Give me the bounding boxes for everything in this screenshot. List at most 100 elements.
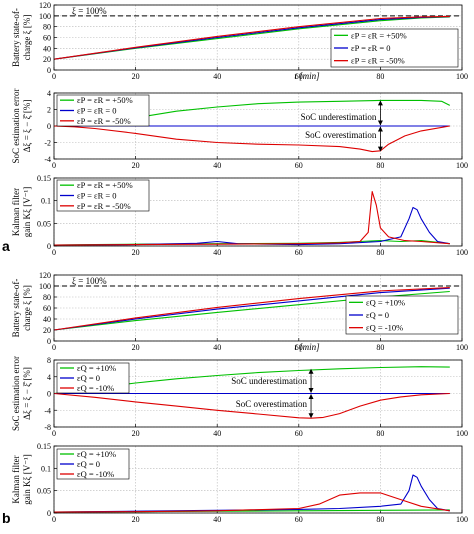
plot-frame	[53, 177, 463, 247]
x-tick-label: 40	[213, 248, 221, 257]
x-tick-label: 0	[52, 248, 56, 257]
y-tick-label: 100	[39, 12, 51, 21]
x-tick-label: 100	[456, 429, 468, 438]
y-tick-label: 60	[43, 34, 51, 43]
reference-line-label: ξ = 100%	[72, 6, 107, 16]
y-tick-label: 40	[43, 315, 51, 324]
x-tick-label: 60	[295, 429, 303, 438]
x-tick-label: 0	[52, 429, 56, 438]
legend-label: εP = εR = 0	[77, 191, 117, 201]
arrow-head	[377, 100, 383, 106]
y-axis-label: gain Kξ [V⁻¹]	[22, 187, 32, 237]
series-line-2	[53, 191, 450, 246]
y-axis-label: gain Kξ [V⁻¹]	[22, 454, 32, 504]
y-tick-label: 0.15	[37, 174, 51, 183]
y-axis-label: Battery state-of-	[11, 279, 21, 338]
x-tick-label: 20	[132, 72, 140, 81]
x-tick-label: 80	[376, 343, 384, 352]
y-tick-label: -4	[44, 406, 51, 415]
x-tick-label: 20	[132, 429, 140, 438]
y-tick-label: 2	[47, 106, 51, 115]
arrow-head	[308, 413, 314, 419]
series-line-1	[53, 206, 450, 246]
y-tick-label: -4	[44, 155, 51, 164]
y-axis-label: charge ξ [%]	[22, 15, 32, 61]
x-tick-label: 60	[295, 161, 303, 170]
series-line-2	[53, 392, 450, 419]
x-tick-label: 80	[376, 72, 384, 81]
legend-label: εP = εR = 0	[351, 43, 391, 53]
y-tick-label: -8	[44, 423, 51, 432]
chart-b2: 0 20 40 60 80 100 -8 -4 0 4 8 SoC estimation error Δ…	[11, 356, 468, 438]
x-tick-label: 40	[213, 161, 221, 170]
y-tick-label: 0.1	[41, 197, 51, 206]
x-tick-label: 20	[132, 248, 140, 257]
y-tick-label: 0.05	[37, 219, 51, 228]
x-tick-label: 80	[376, 248, 384, 257]
y-tick-label: 20	[43, 55, 51, 64]
y-tick-label: 0.15	[37, 442, 51, 451]
x-tick-label: 60	[295, 72, 303, 81]
x-tick-label: 20	[132, 343, 140, 352]
y-tick-label: 120	[39, 271, 51, 280]
arrow-head	[308, 394, 314, 399]
legend-label: εQ = +10%	[77, 363, 116, 373]
legend-label: εP = εR = 0	[77, 106, 117, 116]
legend-label: εQ = +10%	[366, 297, 405, 307]
series-line-2	[53, 125, 450, 153]
chart-a3: 0 20 40 60 80 100 0 0.05 0.1 0.15 Kalman filter gai…	[11, 174, 468, 257]
x-tick-label: 0	[52, 161, 56, 170]
x-axis-label: t [min]	[294, 342, 320, 352]
y-tick-label: 4	[47, 373, 51, 382]
legend-label: εQ = +10%	[77, 449, 116, 459]
legend-box	[345, 295, 459, 335]
plot-frame	[53, 4, 463, 71]
y-tick-label: 80	[43, 23, 51, 32]
arrow-head	[377, 120, 383, 126]
y-tick-label: 8	[47, 356, 51, 365]
legend-label: εP = εR = +50%	[77, 180, 133, 190]
x-tick-label: 0	[52, 515, 56, 524]
y-tick-label: 0.05	[37, 487, 51, 496]
y-tick-label: 100	[39, 282, 51, 291]
legend-box	[330, 28, 459, 68]
plot-frame	[53, 92, 463, 160]
plot-frame	[53, 274, 463, 342]
x-tick-label: 60	[295, 515, 303, 524]
x-tick-label: 100	[456, 515, 468, 524]
legend-label: εQ = 0	[366, 310, 389, 320]
y-tick-label: 0	[47, 337, 51, 346]
legend-label: εQ = -10%	[366, 323, 403, 333]
y-tick-label: 0	[47, 390, 51, 399]
annotation-text: SoC underestimation	[231, 376, 307, 386]
arrow-head	[308, 368, 314, 374]
legend-label: εP = εR = -50%	[351, 56, 405, 66]
x-tick-label: 0	[52, 343, 56, 352]
arrow-head	[377, 126, 383, 132]
chart-a2: 0 20 40 60 80 100 -4 -2 0 2 4 SoC estimation error Δ…	[11, 89, 468, 171]
y-axis-label: charge ξ [%]	[22, 285, 32, 331]
series-line-2	[53, 15, 450, 60]
y-axis-label: Kalman filter	[11, 455, 21, 503]
x-tick-label: 100	[456, 343, 468, 352]
panel-label-a: a	[2, 238, 10, 254]
annotation-text: SoC overestimation	[305, 130, 377, 140]
y-tick-label: 20	[43, 326, 51, 335]
y-tick-label: 0	[47, 242, 51, 251]
legend-label: εP = εR = +50%	[351, 30, 407, 40]
legend-label: εP = εR = +50%	[77, 95, 133, 105]
y-axis-label: Battery state-of-	[11, 8, 21, 67]
y-tick-label: 80	[43, 293, 51, 302]
x-tick-label: 40	[213, 429, 221, 438]
y-tick-label: 40	[43, 44, 51, 53]
x-tick-label: 80	[376, 161, 384, 170]
y-axis-label: Δξ = ξ − ξ̂ [%]	[22, 367, 32, 420]
plot-frame	[53, 445, 463, 514]
y-tick-label: 4	[47, 89, 51, 98]
legend-label: εQ = -10%	[77, 383, 114, 393]
legend-label: εQ = 0	[77, 373, 100, 383]
arrow-head	[308, 388, 314, 393]
y-axis-label: SoC estimation error	[11, 356, 21, 431]
y-tick-label: 60	[43, 304, 51, 313]
reference-line-label: ξ = 100%	[72, 276, 107, 286]
